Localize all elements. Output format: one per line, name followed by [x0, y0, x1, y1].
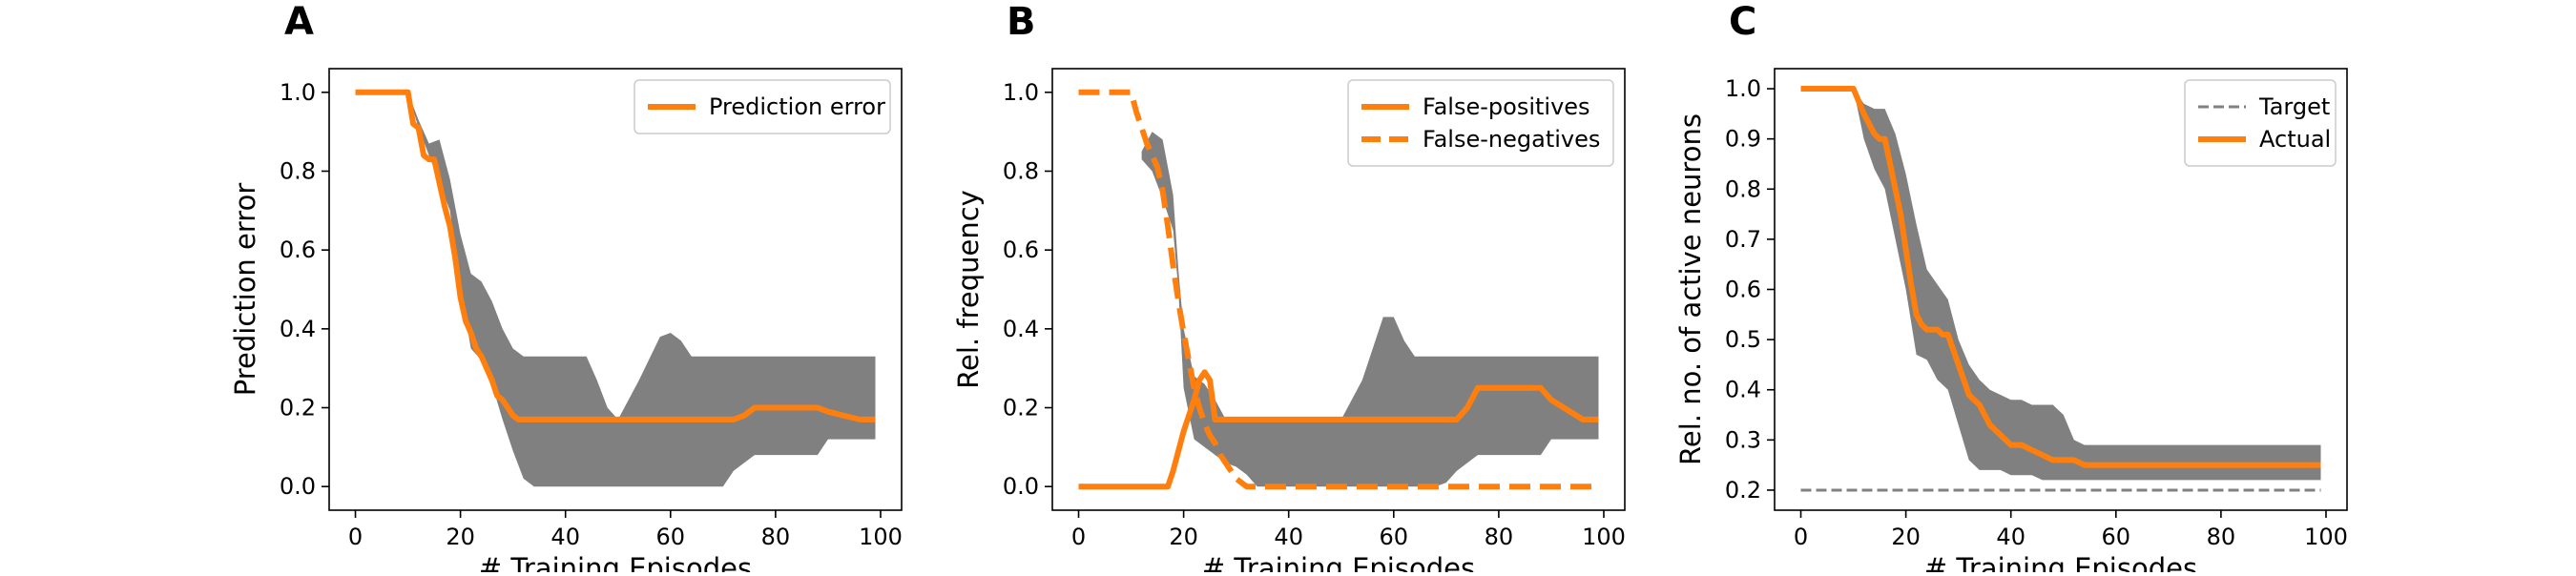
axes-frame: [1051, 68, 1626, 511]
y-tick-label: 0.0: [1003, 473, 1039, 500]
y-axis-label: Rel. frequency: [952, 190, 985, 389]
series-line-false-negatives: [1078, 89, 1599, 490]
x-axis-label: # Training Episodes: [1202, 552, 1475, 572]
y-tick-label: 0.8: [1003, 157, 1039, 184]
y-axis-label: Prediction error: [229, 183, 261, 397]
legend-label: False-negatives: [1423, 126, 1600, 153]
x-tick-label: 60: [2102, 524, 2131, 550]
legend-label: Prediction error: [709, 93, 885, 120]
y-tick-label: 0.5: [1725, 326, 1761, 353]
legend-box: [2184, 79, 2337, 167]
series-line-prediction-error: [355, 89, 876, 422]
legend: False-positives False-negatives: [1347, 79, 1614, 167]
x-tick-label: 20: [1891, 524, 1921, 550]
x-axis-label: # Training Episodes: [479, 552, 752, 572]
legend-box: [634, 79, 891, 134]
confidence-band: [1141, 132, 1599, 487]
y-tick-label: 0.2: [1003, 395, 1039, 422]
y-tick-label: 0.2: [280, 395, 316, 422]
series-line-false-positives: [1078, 369, 1599, 490]
panel-label: B: [1007, 0, 1036, 44]
y-tick-label: 0.9: [1725, 126, 1761, 153]
legend-box: [1347, 79, 1614, 167]
plot-area: [1800, 86, 2321, 492]
axes-frame: [328, 68, 903, 511]
x-tick-label: 20: [446, 524, 475, 550]
y-tick-label: 0.8: [1725, 175, 1761, 202]
panel-label: C: [1729, 0, 1756, 44]
x-tick-label: 100: [859, 524, 903, 550]
y-tick-label: 0.6: [280, 237, 316, 263]
confidence-band: [407, 92, 876, 487]
x-axis-label: # Training Episodes: [1924, 552, 2197, 572]
series-line-actual: [1800, 86, 2321, 468]
x-tick-label: 100: [2304, 524, 2348, 550]
x-tick-label: 80: [761, 524, 791, 550]
y-axis-label: Rel. no. of active neurons: [1674, 113, 1707, 465]
x-tick-label: 20: [1169, 524, 1198, 550]
plot-area: [1078, 89, 1599, 490]
x-tick-label: 0: [1794, 524, 1808, 550]
y-tick-label: 0.3: [1725, 426, 1761, 453]
legend-label: False-positives: [1423, 93, 1590, 120]
x-tick-label: 0: [348, 524, 363, 550]
legend: Prediction error: [634, 79, 891, 134]
y-tick-label: 0.6: [1725, 277, 1761, 303]
y-tick-label: 0.4: [280, 316, 316, 342]
chart-panel-c: C 0 20 40 60 80 100 0.2 0.3 0.4 0.5 0.6 0.7 0.8 0.9 1.0…: [1674, 0, 2348, 576]
y-tick-label: 1.0: [1003, 79, 1039, 106]
x-tick-label: 40: [1996, 524, 2025, 550]
y-tick-label: 1.0: [280, 79, 316, 106]
y-tick-label: 0.4: [1725, 377, 1761, 403]
x-tick-label: 40: [551, 524, 580, 550]
x-tick-label: 60: [1380, 524, 1409, 550]
plot-area: [355, 89, 876, 487]
x-tick-label: 80: [2207, 524, 2236, 550]
x-tick-label: 60: [656, 524, 686, 550]
y-tick-label: 0.8: [280, 157, 316, 184]
y-tick-label: 0.0: [280, 473, 316, 500]
chart-panel-b: B 0 20 40 60 80 100 0.0 0.2 0.4 0.6 0.8 1.0 # Trainin…: [952, 0, 1626, 576]
y-tick-label: 0.4: [1003, 316, 1039, 342]
confidence-band: [1853, 89, 2321, 481]
x-tick-label: 40: [1274, 524, 1303, 550]
chart-panel-a: A 0 20 40 60 80 100 0.0 0.2 0.4 0.6 0.8 1.0 # Trainin…: [229, 0, 903, 576]
legend-label: Actual: [2259, 126, 2331, 153]
x-tick-label: 0: [1071, 524, 1086, 550]
panel-label: A: [284, 0, 314, 44]
legend-label: Target: [2258, 93, 2330, 120]
y-tick-label: 0.7: [1725, 226, 1761, 253]
legend: Target Actual: [2184, 79, 2337, 167]
y-tick-label: 0.6: [1003, 237, 1039, 263]
y-tick-label: 1.0: [1725, 75, 1761, 102]
x-tick-label: 100: [1582, 524, 1626, 550]
y-tick-label: 0.2: [1725, 477, 1761, 504]
x-tick-label: 80: [1485, 524, 1514, 550]
